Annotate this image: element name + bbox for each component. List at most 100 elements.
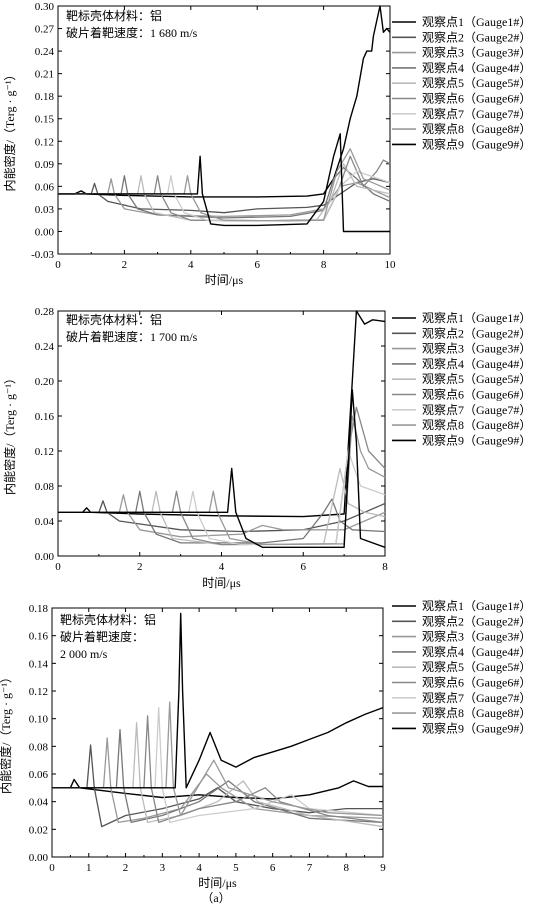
legend-label: 观察点7（Gauge7#） [422, 691, 531, 705]
y-tick-label: 0.08 [29, 741, 49, 753]
series-line-gauge9 [52, 612, 384, 789]
series-line-gauge4 [58, 490, 386, 544]
y-tick-label: 0.18 [35, 91, 55, 103]
legend-label: 观察点6（Gauge6#） [422, 388, 531, 402]
y-tick-label: -0.03 [31, 249, 54, 261]
y-tick-label: 0.04 [29, 797, 49, 809]
series-line-gauge3 [58, 178, 391, 218]
series-line-gauge8 [58, 148, 391, 222]
legend-label: 观察点8（Gauge8#） [422, 122, 531, 136]
legend-label: 观察点9（Gauge9#） [422, 721, 531, 735]
y-tick-label: 0.27 [35, 24, 55, 36]
y-tick-label: 0.28 [35, 306, 55, 318]
y-tick-label: 0.06 [29, 769, 49, 781]
plot-frame [57, 310, 386, 557]
series-line-gauge2 [58, 178, 391, 214]
annotation-line: 破片着靶速度：1 680 m/s [66, 25, 198, 40]
x-axis-label: 时间/μs [205, 273, 244, 287]
y-tick-label: 0.08 [35, 481, 55, 493]
y-axis-label: 内能密度/（Terg · g⁻¹） [0, 671, 13, 794]
x-tick-label: 2 [137, 561, 143, 573]
y-axis-label: 内能密度/（Terg · g⁻¹） [2, 372, 17, 495]
x-axis-label: 时间/μs [202, 576, 241, 590]
x-tick-label: 3 [160, 862, 166, 874]
legend-label: 观察点9（Gauge9#） [422, 137, 531, 151]
x-tick-label: 6 [301, 561, 307, 573]
x-tick-label: 0 [55, 561, 61, 573]
y-tick-label: 0.16 [35, 411, 55, 423]
legend-label: 观察点6（Gauge6#） [422, 676, 531, 690]
series-line-gauge1 [52, 778, 383, 800]
annotation-line: 破片着靶速度：1 700 m/s [66, 329, 198, 344]
y-tick-label: 0.15 [35, 114, 55, 126]
x-tick-label: 2 [122, 259, 128, 271]
series-line-gauge1 [58, 5, 391, 198]
series-line-gauge2 [58, 500, 386, 533]
y-tick-label: 0.00 [35, 226, 55, 238]
legend-label: 观察点7（Gauge7#） [422, 107, 531, 121]
y-tick-label: 0.00 [35, 551, 55, 563]
legend-label: 观察点1（Gauge1#） [422, 311, 531, 325]
x-tick-label: 7 [307, 862, 313, 874]
legend-label: 观察点4（Gauge4#） [422, 357, 531, 371]
series-line-gauge1 [58, 310, 386, 518]
y-tick-label: 0.18 [29, 603, 49, 615]
series-line-gauge7 [52, 706, 384, 824]
x-tick-label: 4 [219, 561, 225, 573]
y-tick-label: 0.12 [29, 686, 48, 698]
series-line-gauge3 [58, 494, 386, 538]
y-tick-label: 0.02 [29, 824, 48, 836]
series-line-gauge7 [58, 450, 386, 546]
legend-label: 观察点6（Gauge6#） [422, 92, 531, 106]
legend-label: 观察点5（Gauge5#） [422, 76, 531, 90]
y-tick-label: 0.14 [29, 658, 49, 670]
y-tick-label: 0.24 [35, 341, 55, 353]
series-line-gauge6 [58, 406, 386, 546]
legend-label: 观察点2（Gauge2#） [422, 30, 531, 44]
series-line-gauge7 [58, 170, 391, 222]
series-line-gauge8 [52, 701, 384, 817]
y-tick-label: 0.12 [35, 446, 54, 458]
x-axis-label: 时间/μs [198, 876, 237, 890]
legend-label: 观察点8（Gauge8#） [422, 418, 531, 432]
x-tick-label: 0 [49, 862, 55, 874]
y-axis-label: 内能密度/（Terg · g⁻¹） [2, 69, 17, 192]
x-tick-label: 1 [86, 862, 92, 874]
legend-label: 观察点7（Gauge7#） [422, 403, 531, 417]
x-tick-label: 8 [343, 862, 349, 874]
annotation-line: 靶标壳体材料：铝 [66, 8, 162, 23]
x-tick-label: 8 [321, 259, 327, 271]
y-tick-label: 0.04 [35, 516, 55, 528]
y-tick-label: 0.24 [35, 46, 55, 58]
legend-label: 观察点9（Gauge9#） [422, 433, 531, 447]
series-line-gauge4 [52, 729, 384, 824]
x-tick-label: 4 [188, 259, 194, 271]
y-tick-label: 0.16 [29, 631, 49, 643]
annotation-line: 破片着靶速度： [60, 629, 144, 644]
x-tick-label: 8 [382, 561, 388, 573]
x-tick-label: 6 [254, 259, 260, 271]
x-tick-label: 0 [55, 259, 61, 271]
x-tick-label: 9 [380, 862, 386, 874]
figure-caption: （a） [201, 891, 230, 905]
y-tick-label: 0.21 [35, 69, 54, 81]
legend-label: 观察点4（Gauge4#） [422, 61, 531, 75]
legend-label: 观察点8（Gauge8#） [422, 706, 531, 720]
x-tick-label: 2 [123, 862, 129, 874]
series-line-gauge8 [58, 415, 386, 546]
y-tick-label: 0.03 [35, 204, 55, 216]
legend-label: 观察点4（Gauge4#） [422, 645, 531, 659]
annotation-line: 靶标壳体材料：铝 [60, 612, 156, 627]
legend-label: 观察点3（Gauge3#） [422, 342, 531, 356]
x-tick-label: 10 [385, 259, 397, 271]
series-line-gauge9 [58, 389, 386, 548]
y-tick-label: 0.12 [35, 136, 54, 148]
series-line-gauge9 [58, 133, 390, 233]
chart-2: 0 2 4 6 8 0.00 0.04 0.08 0.12 0.16 0.20 0.24 0.28 时间/… [2, 306, 531, 590]
x-tick-label: 6 [270, 862, 276, 874]
series-line-gauge6 [52, 715, 384, 824]
y-tick-label: 0.10 [29, 714, 49, 726]
legend-label: 观察点2（Gauge2#） [422, 614, 531, 628]
